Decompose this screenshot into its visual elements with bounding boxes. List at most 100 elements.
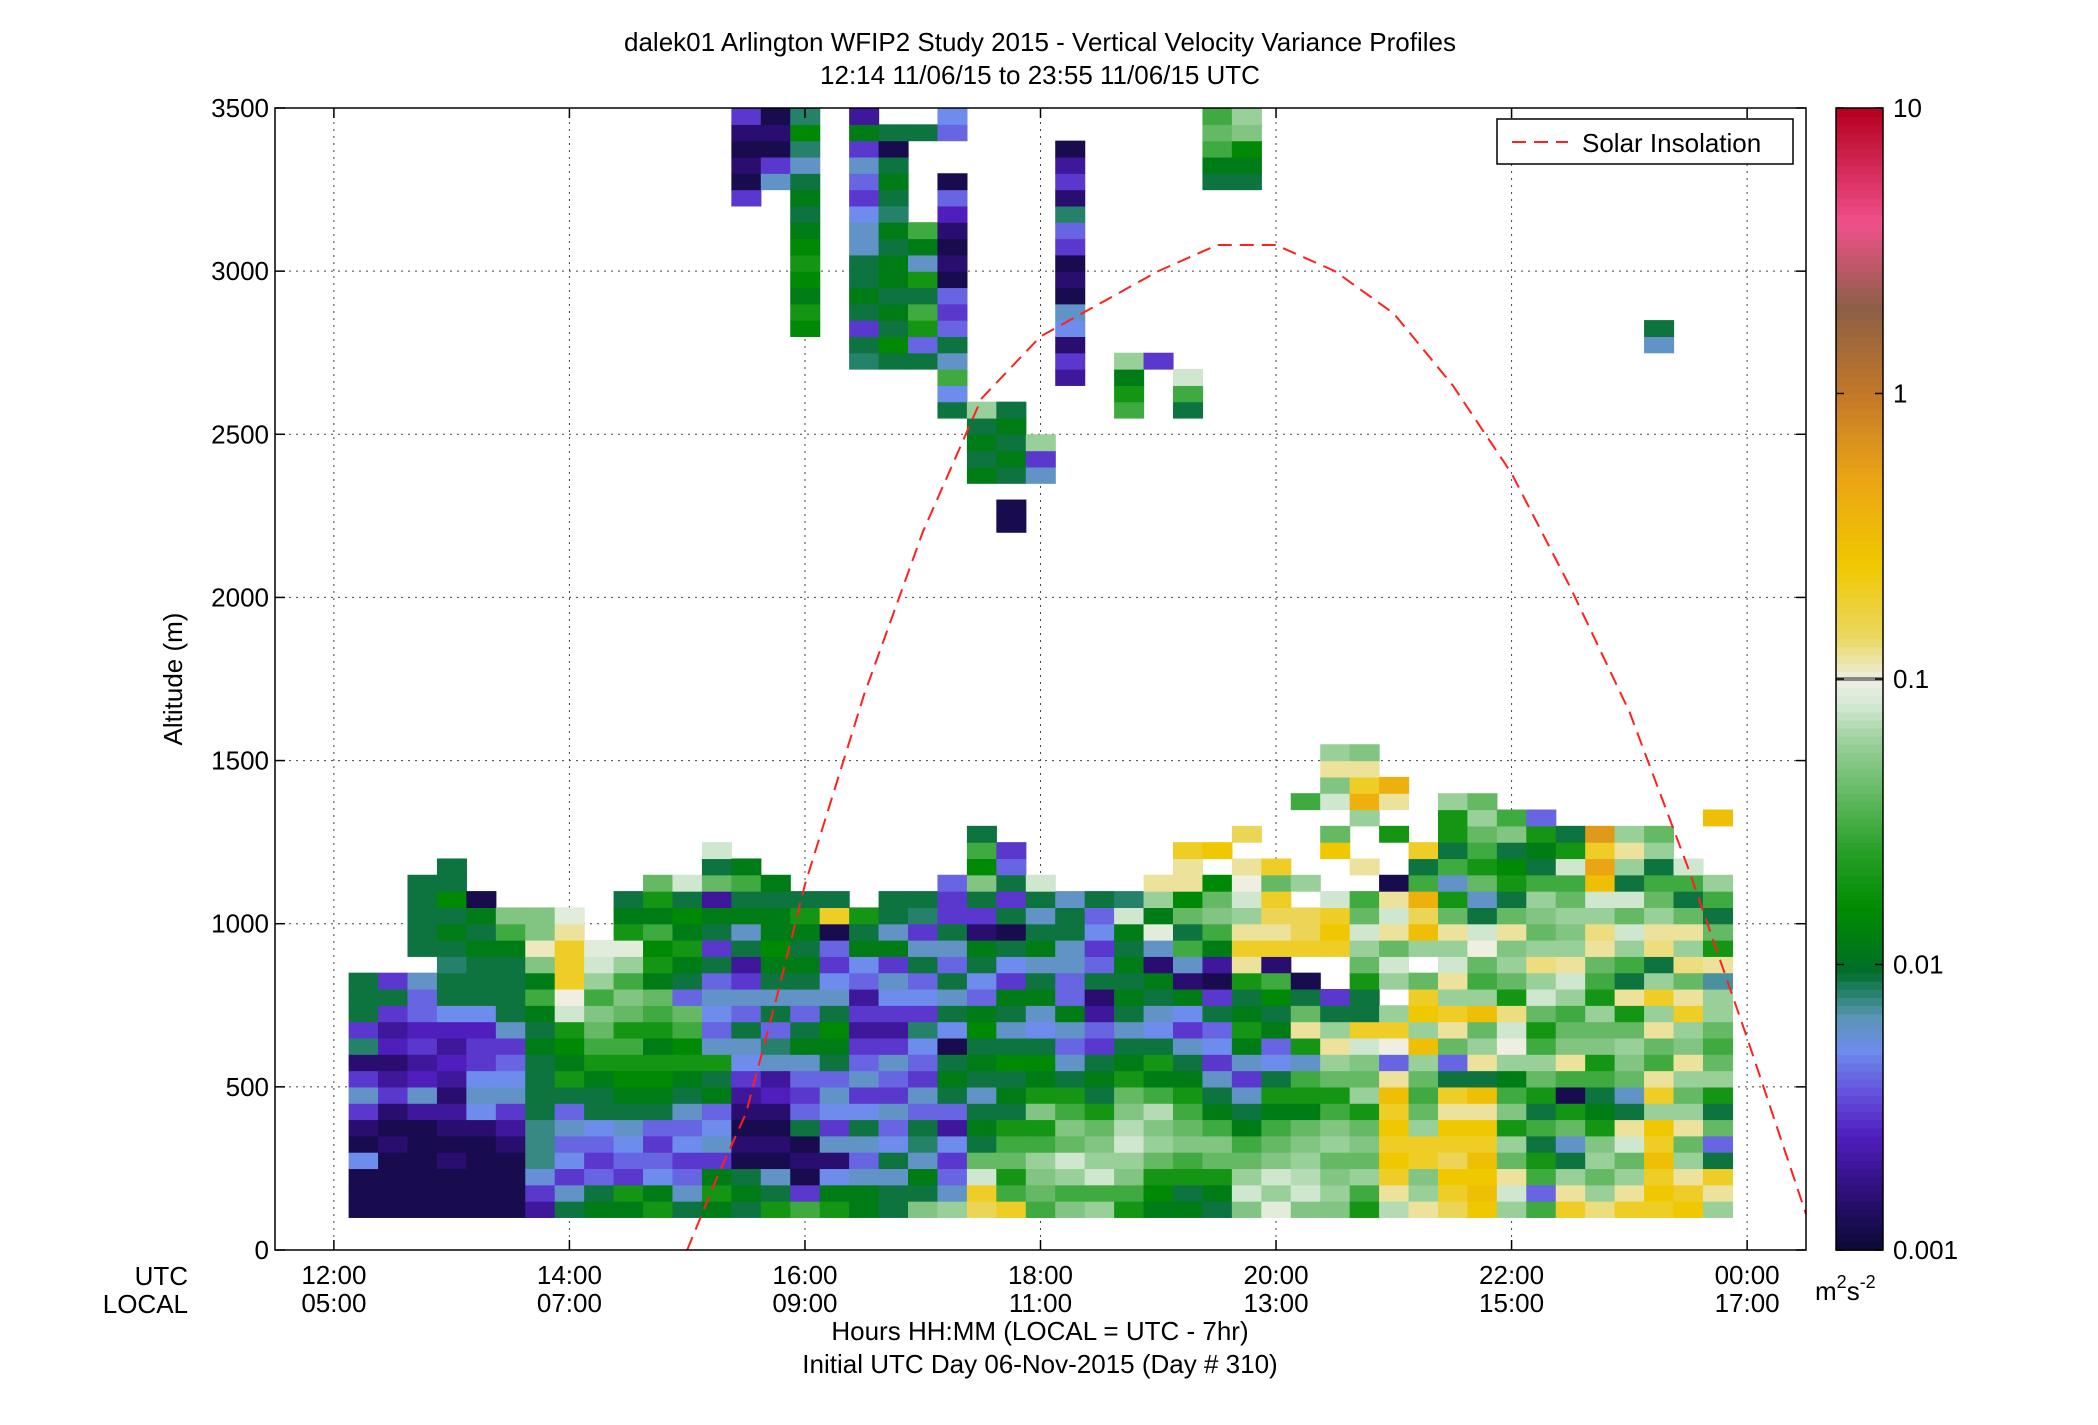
heatmap-cell <box>731 1103 762 1121</box>
heatmap-cell <box>1526 874 1557 892</box>
heatmap-cell <box>1614 923 1645 941</box>
heatmap-cell <box>1349 744 1380 762</box>
heatmap-cell <box>966 907 997 925</box>
heatmap-cell <box>1496 956 1527 974</box>
heatmap-cell <box>966 1103 997 1121</box>
heatmap-cell <box>436 891 467 908</box>
heatmap-cell <box>1231 1103 1262 1121</box>
heatmap-cell <box>790 923 821 941</box>
heatmap-cell <box>1320 1103 1351 1121</box>
heatmap-cell <box>1025 923 1056 941</box>
heatmap-cell <box>348 1119 379 1137</box>
colorbar-segment <box>1836 727 1883 737</box>
heatmap-cell <box>760 1086 791 1104</box>
heatmap-cell <box>790 1070 821 1088</box>
heatmap-cell <box>878 940 909 957</box>
heatmap-cell <box>849 988 880 1006</box>
heatmap-cell <box>1320 891 1351 908</box>
heatmap-cell <box>1084 907 1115 925</box>
heatmap-cell <box>1025 1054 1056 1072</box>
heatmap-cell <box>1702 923 1733 941</box>
colorbar-segment <box>1836 1160 1883 1170</box>
heatmap-cell <box>819 1201 850 1218</box>
heatmap-cell <box>1673 891 1704 908</box>
colorbar-segment <box>1836 1127 1883 1137</box>
heatmap-cell <box>849 1135 880 1153</box>
heatmap-cell <box>1202 907 1233 925</box>
heatmap-cell <box>996 417 1027 435</box>
colorbar-segment <box>1836 703 1883 713</box>
legend-label-solar-insolation: Solar Insolation <box>1582 128 1761 158</box>
heatmap-cell <box>966 891 997 908</box>
heatmap-cell <box>1084 1070 1115 1088</box>
heatmap-cell <box>348 1168 379 1186</box>
heatmap-cell <box>731 124 762 142</box>
colorbar-segment <box>1836 548 1883 558</box>
heatmap-cell <box>908 1152 939 1170</box>
heatmap-cell <box>1172 1054 1204 1072</box>
heatmap-cell <box>1231 1086 1262 1104</box>
heatmap-cell <box>937 972 968 990</box>
heatmap-cell <box>1202 1152 1233 1170</box>
heatmap-cell <box>937 124 968 142</box>
heatmap-cell <box>1702 874 1733 892</box>
heatmap-cell <box>966 956 997 974</box>
heatmap-cell <box>1496 1021 1527 1039</box>
heatmap-cell <box>1290 907 1321 925</box>
heatmap-cell <box>584 1021 615 1039</box>
heatmap-cell <box>1585 1070 1616 1088</box>
heatmap-cell <box>908 891 939 908</box>
heatmap-cell <box>1114 352 1145 370</box>
heatmap-cell <box>1231 124 1262 142</box>
heatmap-cell <box>937 1201 968 1218</box>
heatmap-cell <box>1614 1168 1645 1186</box>
heatmap-cell <box>996 1168 1027 1186</box>
heatmap-cell <box>966 434 997 452</box>
heatmap-cell <box>1496 1168 1527 1186</box>
heatmap-cell <box>1702 1201 1733 1218</box>
heatmap-cell <box>1261 1119 1292 1137</box>
heatmap-cell <box>1555 907 1586 925</box>
heatmap-cell <box>1349 1021 1380 1039</box>
colorbar-segment <box>1836 736 1883 746</box>
heatmap-cell <box>1261 1005 1292 1023</box>
heatmap-cell <box>643 1103 674 1121</box>
heatmap-cell <box>1055 923 1086 941</box>
heatmap-cell <box>1437 972 1469 990</box>
solar-insolation-layer <box>686 244 1807 1251</box>
colorbar-segment <box>1836 630 1883 640</box>
heatmap-cell <box>525 1054 556 1072</box>
heatmap-cell <box>1231 1168 1262 1186</box>
heatmap-cell <box>1526 1070 1557 1088</box>
heatmap-cell <box>996 891 1027 908</box>
heatmap-cell <box>1614 956 1645 974</box>
colorbar-segment <box>1836 483 1883 493</box>
heatmap-cell <box>849 254 880 272</box>
heatmap-cell <box>1261 988 1292 1006</box>
heatmap-cell <box>908 1103 939 1121</box>
heatmap-cell <box>760 108 791 125</box>
heatmap-cell <box>1143 1152 1174 1170</box>
heatmap-cell <box>1644 891 1675 908</box>
heatmap-cell <box>1320 842 1351 860</box>
heatmap-cell <box>1114 1103 1145 1121</box>
heatmap-cell <box>1114 972 1145 990</box>
heatmap-cell <box>878 352 909 370</box>
colorbar-segment <box>1836 719 1883 729</box>
colorbar-tick-label: 1 <box>1893 379 1907 409</box>
heatmap-cell <box>436 923 467 941</box>
heatmap-cell <box>908 238 939 256</box>
heatmap-cell <box>1467 907 1498 925</box>
heatmap-cell <box>436 1201 467 1218</box>
colorbar-segment <box>1836 475 1883 485</box>
heatmap-cell <box>1055 254 1086 272</box>
colorbar-segment <box>1836 344 1883 354</box>
heatmap-cell <box>849 173 880 191</box>
heatmap-cell <box>1114 1054 1145 1072</box>
heatmap-cell <box>1496 874 1527 892</box>
heatmap-cell <box>819 923 850 941</box>
heatmap-cell <box>1320 1119 1351 1137</box>
heatmap-cell <box>1290 940 1321 957</box>
heatmap-cell <box>996 450 1027 468</box>
heatmap-cell <box>937 238 968 256</box>
